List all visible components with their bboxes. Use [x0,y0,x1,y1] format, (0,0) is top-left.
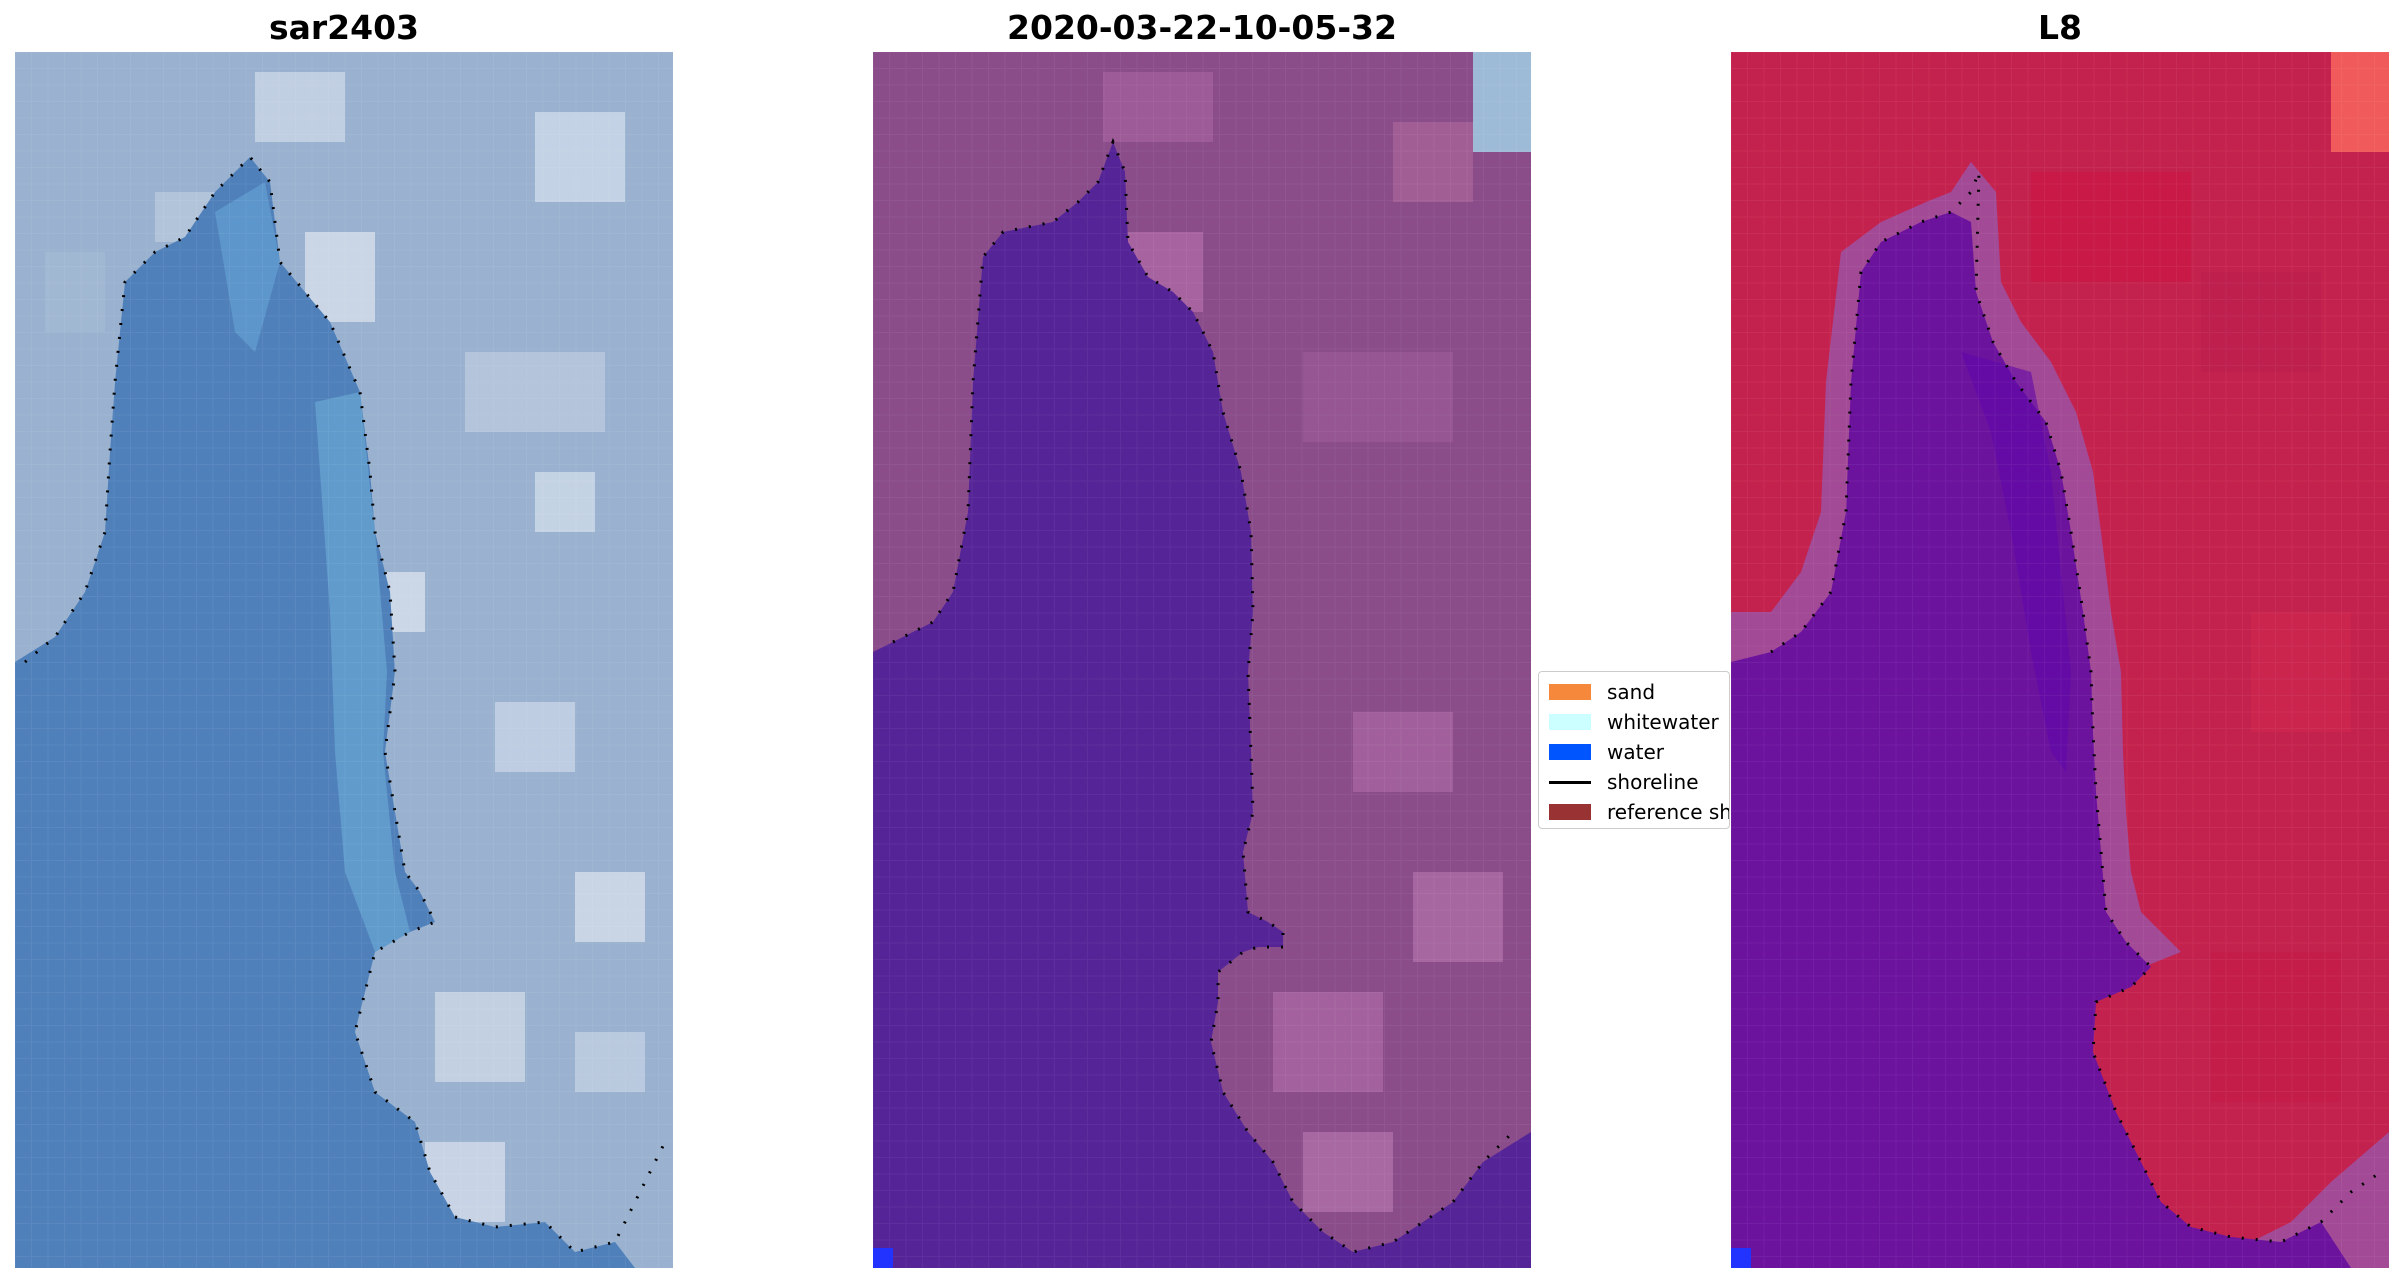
legend-item-sand: sand [1549,680,1655,704]
whitewater-swatch [1549,714,1591,730]
shoreline-line-swatch [1549,780,1591,784]
legend-label: sand [1607,680,1656,704]
water-swatch [1549,744,1591,760]
rgb-image [15,52,673,1268]
legend-label: whitewater [1607,710,1719,734]
legend-item-water: water [1549,740,1664,764]
legend: sand whitewater water shoreline referenc… [1538,671,1730,829]
legend-label: reference shoreline [1607,800,1730,824]
reference-shoreline-swatch [1549,804,1591,820]
legend-item-reference-shoreline: reference shoreline [1549,800,1730,824]
legend-item-whitewater: whitewater [1549,710,1719,734]
sand-swatch [1549,684,1591,700]
water-pixel [873,1248,893,1268]
index-image [1731,52,2389,1268]
rgb-image-panel [15,52,673,1268]
panel-title-rgb: sar2403 [268,8,420,47]
legend-item-shoreline: shoreline [1549,770,1699,794]
legend-label: water [1607,740,1664,764]
shoreline [1770,171,2382,1244]
panel-title-classified: 2020-03-22-10-05-32 [1007,8,1397,47]
water-pixel [1731,1248,1751,1268]
index-image-panel [1731,52,2389,1268]
classified-image [873,52,1531,1268]
panel-title-index: L8 [2038,8,2082,47]
legend-label: shoreline [1607,770,1699,794]
classified-image-panel [873,52,1531,1268]
